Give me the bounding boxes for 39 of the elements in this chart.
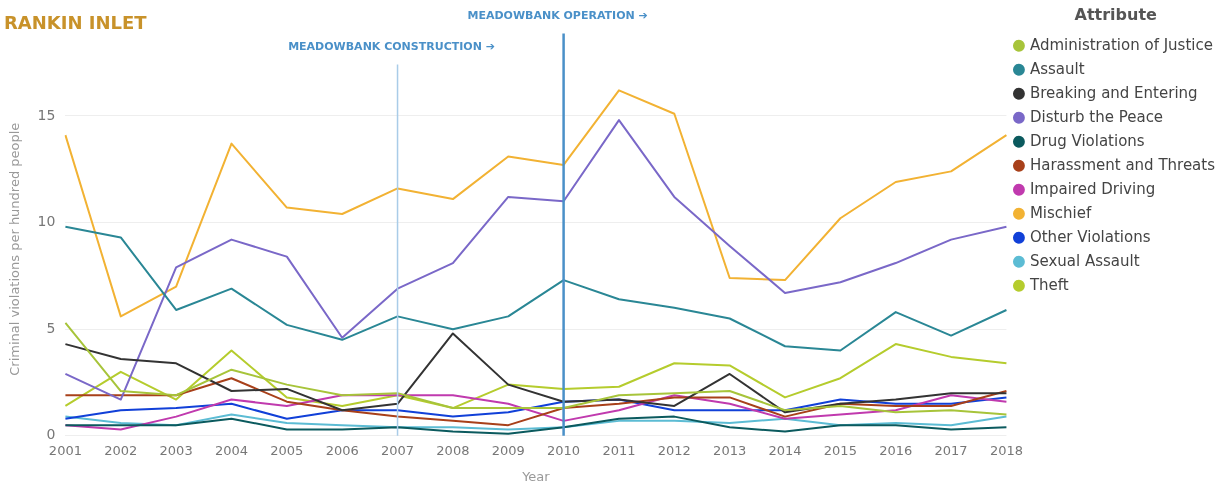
legend-label: Mischief (1029, 203, 1093, 222)
legend-label: Sexual Assault (1029, 251, 1140, 270)
legend-label: Disturb the Peace (1029, 107, 1164, 126)
x-axis-title: Year (521, 468, 551, 484)
y-axis-title: Criminal violations per hundred people (7, 122, 23, 376)
legend-label: Theft (1028, 275, 1069, 294)
legend-title: Attribute (1074, 5, 1158, 25)
legend-label: Impaired Driving (1029, 179, 1156, 198)
x-tick-label: 2001 (48, 442, 82, 458)
x-tick-label: 2018 (989, 442, 1023, 458)
x-tick-label: 2010 (547, 442, 581, 458)
y-tick-label: 0 (46, 426, 56, 443)
x-tick-label: 2008 (436, 442, 470, 458)
legend-label: Administration of Justice (1029, 35, 1213, 54)
x-tick-label: 2014 (768, 442, 802, 458)
x-tick-label: 2016 (879, 442, 913, 458)
x-tick-label: 2006 (325, 442, 359, 458)
x-tick-label: 2013 (713, 442, 747, 458)
y-tick-label: 15 (37, 106, 56, 123)
legend-label: Harassment and Threats (1029, 155, 1216, 174)
x-tick-label: 2017 (934, 442, 968, 458)
x-tick-label: 2003 (159, 442, 193, 458)
ref-line-label: MEADOWBANK OPERATION ➔ (467, 9, 648, 23)
x-tick-label: 2007 (380, 442, 415, 458)
y-tick-label: 5 (46, 319, 56, 336)
x-tick-label: 2004 (214, 442, 249, 458)
y-tick-label: 10 (37, 213, 56, 230)
legend-label: Assault (1029, 59, 1085, 78)
x-tick-label: 2012 (657, 442, 691, 458)
x-tick-label: 2009 (491, 442, 525, 458)
chart-title: RANKIN INLET (4, 12, 148, 34)
x-tick-label: 2015 (823, 442, 857, 458)
x-tick-label: 2011 (602, 442, 636, 458)
ref-line-label: MEADOWBANK CONSTRUCTION ➔ (288, 40, 495, 54)
legend-label: Breaking and Entering (1029, 83, 1198, 102)
x-tick-label: 2002 (104, 442, 138, 458)
x-tick-label: 2005 (270, 442, 304, 458)
legend-label: Other Violations (1029, 227, 1151, 246)
legend-label: Drug Violations (1029, 131, 1145, 150)
